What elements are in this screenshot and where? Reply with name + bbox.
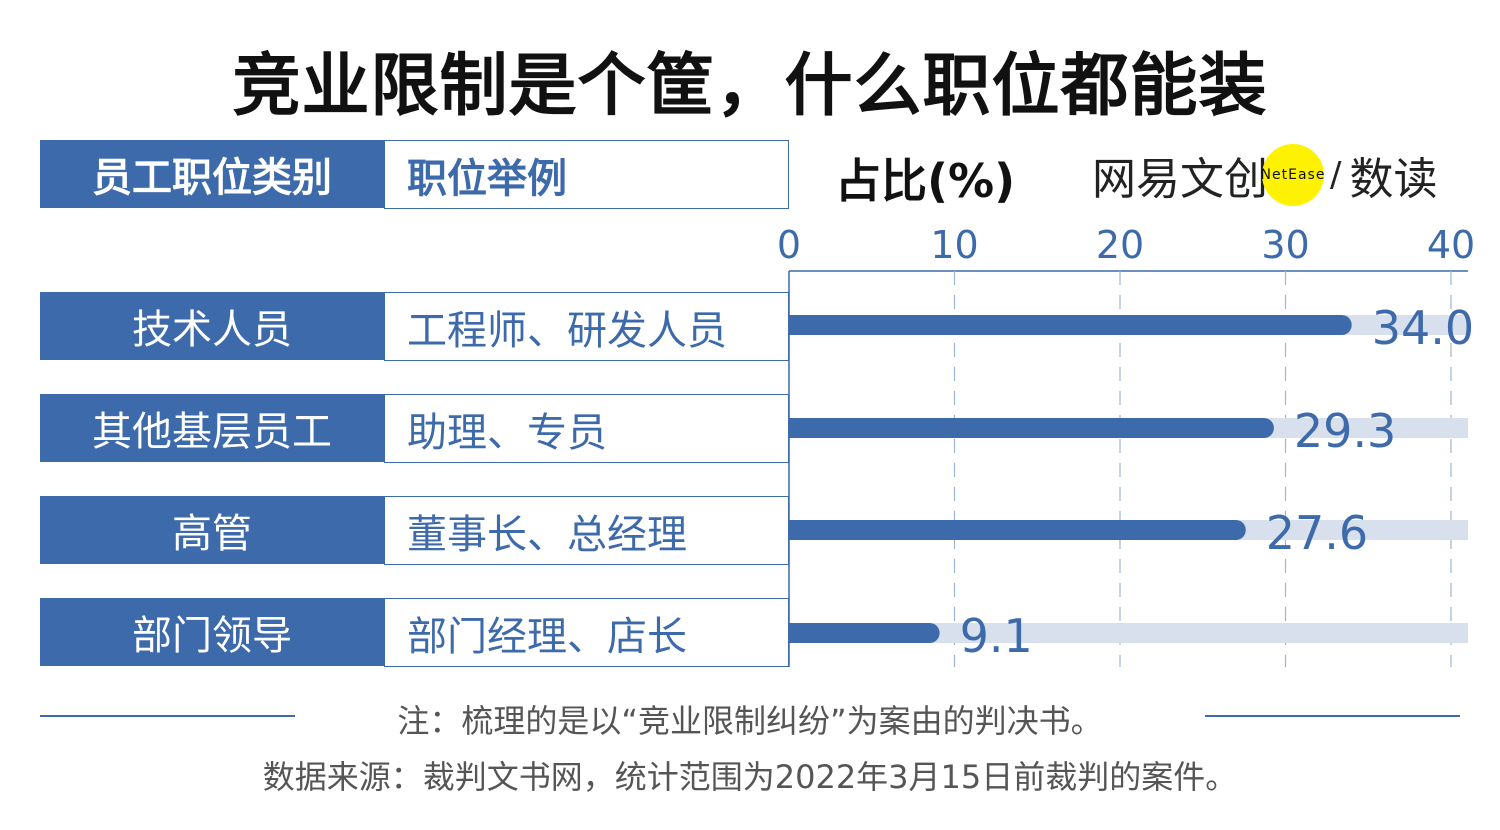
netease-logo: 网易文创 NetEase / 数读 <box>1092 140 1437 210</box>
data-label: 34.0 <box>1372 301 1474 355</box>
footer-rule-right <box>1205 715 1460 717</box>
chart-title: 竞业限制是个筐，什么职位都能装 <box>232 47 1268 126</box>
x-tick-label: 0 <box>777 223 801 267</box>
row-example: 工程师、研发人员 <box>384 292 789 361</box>
row-example: 董事长、总经理 <box>384 496 789 565</box>
logo-slash: / <box>1330 155 1342 195</box>
x-tick-label: 10 <box>930 223 978 267</box>
row-category: 部门领导 <box>40 598 384 666</box>
footer-rule-left <box>40 715 295 717</box>
data-label: 9.1 <box>960 609 1033 663</box>
bar-track <box>789 623 1468 643</box>
bar <box>789 623 940 643</box>
logo-text-cn: 网易文创 <box>1092 154 1268 205</box>
logo-netease-dot: NetEase <box>1261 144 1324 206</box>
row-category: 其他基层员工 <box>40 394 384 462</box>
bar <box>789 418 1274 438</box>
bar <box>789 520 1246 540</box>
header-example: 职位举例 <box>384 140 789 209</box>
row-example: 部门经理、店长 <box>384 598 789 667</box>
row-example: 助理、专员 <box>384 394 789 463</box>
data-label: 27.6 <box>1266 506 1368 560</box>
logo-text-sub: 数读 <box>1349 154 1438 205</box>
row-category: 技术人员 <box>40 292 384 360</box>
footer-note: 注：梳理的是以“竞业限制纠纷”为案由的判决书。 <box>397 702 1103 740</box>
data-label: 29.3 <box>1294 404 1396 458</box>
axis-label: 占比(%) <box>835 154 1016 208</box>
x-tick-label: 40 <box>1427 223 1475 267</box>
x-tick-label: 30 <box>1261 223 1309 267</box>
row-category: 高管 <box>40 496 384 564</box>
bar <box>789 315 1352 335</box>
x-tick-label: 20 <box>1096 223 1144 267</box>
footer-source: 数据来源：裁判文书网，统计范围为2022年3月15日前裁判的案件。 <box>262 758 1238 796</box>
header-category: 员工职位类别 <box>40 140 384 208</box>
